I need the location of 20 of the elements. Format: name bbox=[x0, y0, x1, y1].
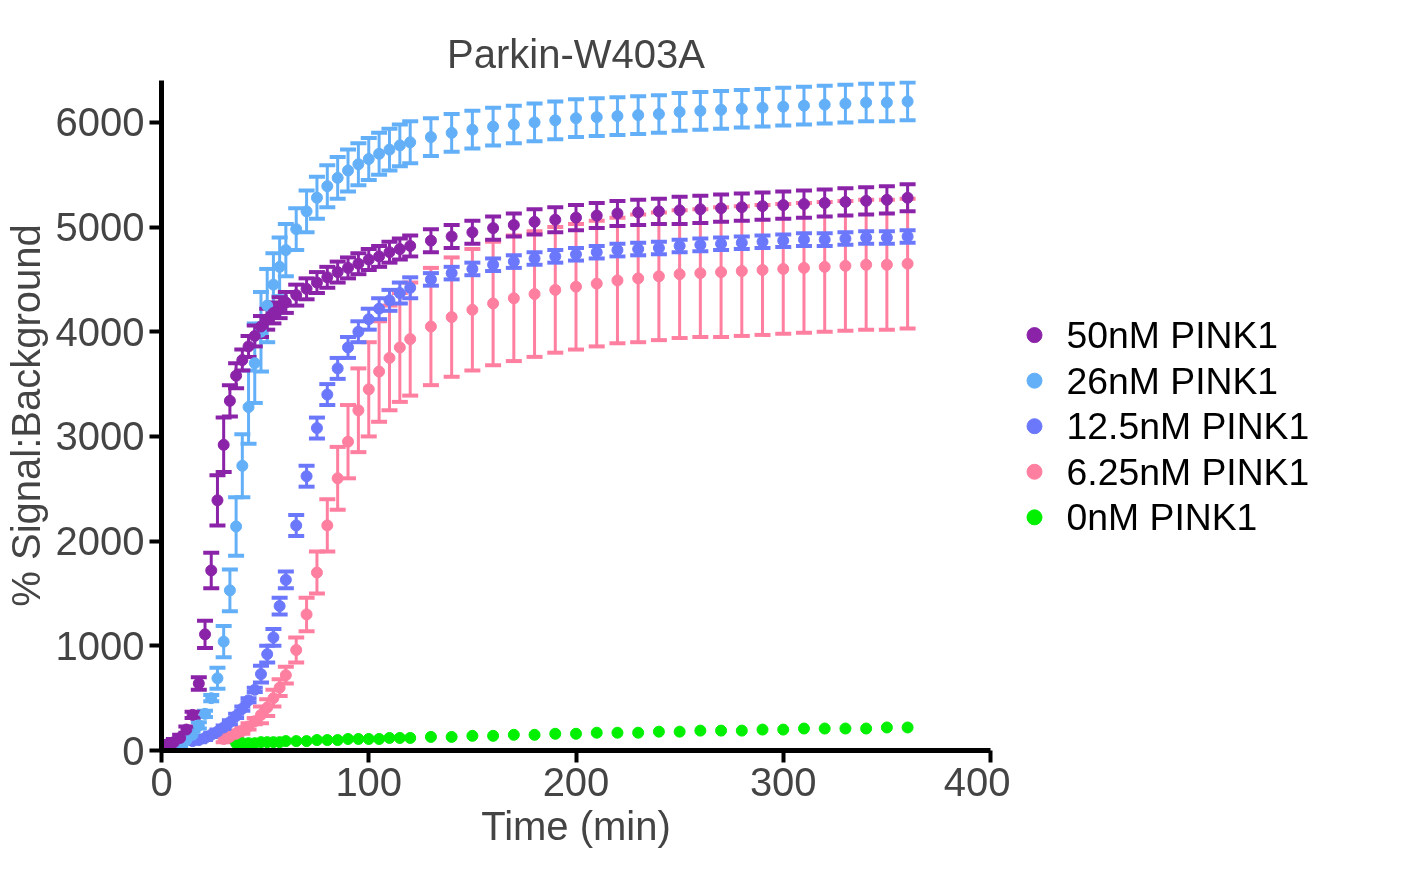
y-tick-label: 2000 bbox=[55, 519, 145, 564]
x-tick-label: 200 bbox=[542, 759, 610, 804]
legend-label: 0nM PINK1 bbox=[1066, 496, 1258, 539]
legend-label: 6.25nM PINK1 bbox=[1066, 450, 1310, 493]
x-tick-label: 300 bbox=[749, 759, 817, 804]
x-tick-label: 0 bbox=[150, 759, 173, 804]
legend-label: 26nM PINK1 bbox=[1066, 359, 1279, 402]
y-tick-label: 1000 bbox=[55, 623, 145, 668]
y-tick-label: 0 bbox=[122, 728, 145, 773]
legend-label: 50nM PINK1 bbox=[1066, 314, 1279, 357]
y-tick-label: 5000 bbox=[55, 205, 145, 250]
y-axis-title: % Signal:Background bbox=[3, 224, 48, 607]
x-tick-label: 400 bbox=[943, 759, 1011, 804]
y-tick-label: 4000 bbox=[55, 309, 145, 354]
x-tick-label: 100 bbox=[335, 759, 403, 804]
chart-title: Parkin-W403A bbox=[447, 31, 706, 76]
legend-label: 12.5nM PINK1 bbox=[1066, 405, 1310, 448]
y-tick-label: 6000 bbox=[55, 100, 145, 145]
y-tick-label: 3000 bbox=[55, 414, 145, 459]
x-axis-title: Time (min) bbox=[481, 803, 671, 848]
